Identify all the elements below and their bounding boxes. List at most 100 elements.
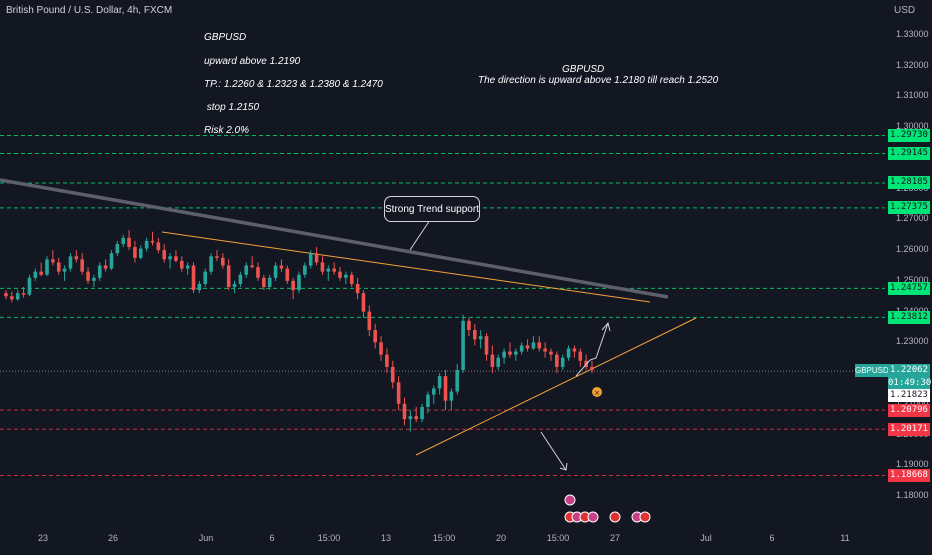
- candle-body: [115, 243, 120, 254]
- candle-body: [191, 265, 196, 291]
- note-line-2: upward above 1.2190: [204, 56, 301, 67]
- time-tick-label: 11: [840, 533, 850, 543]
- candle-body: [285, 268, 290, 281]
- candle-body: [431, 388, 436, 395]
- currency-label[interactable]: USD: [894, 5, 916, 16]
- level-price-tag: 1.24757: [888, 281, 930, 295]
- candle-body: [461, 320, 465, 370]
- candle-body: [537, 342, 542, 349]
- economic-event-flag-icon: [609, 511, 621, 523]
- candle-body: [455, 369, 460, 392]
- candle-body: [303, 265, 307, 275]
- candle-body: [443, 376, 448, 401]
- candle-body: [127, 237, 131, 248]
- alert-marker-glyph: ×: [594, 389, 600, 397]
- time-tick-label: 13: [380, 533, 392, 543]
- candle-body: [162, 250, 167, 260]
- candle-body: [514, 351, 518, 355]
- candle-body: [402, 403, 407, 420]
- candle-body: [273, 265, 278, 278]
- trendline-layer: [0, 178, 697, 456]
- candle-body: [74, 256, 79, 260]
- economic-event-flag-icon: [564, 494, 576, 506]
- economic-event-flag-icon: [639, 511, 651, 523]
- candle-body: [150, 240, 155, 243]
- candle-body: [197, 283, 202, 291]
- level-price-tag: 1.18668: [888, 468, 930, 482]
- candle-body: [379, 342, 383, 355]
- candle-body: [209, 256, 213, 272]
- strong-trend-callout[interactable]: Strong Trend support: [384, 196, 480, 222]
- candle-body: [308, 253, 313, 266]
- candle-body: [168, 256, 172, 260]
- candle-body: [133, 247, 137, 258]
- candle-body: [390, 366, 395, 383]
- economic-event-flag-icon: [587, 511, 599, 523]
- candle-body: [27, 277, 32, 295]
- candle-body: [250, 265, 254, 268]
- candle-body: [385, 354, 389, 367]
- candle-body: [15, 293, 20, 300]
- candle-body: [420, 406, 424, 420]
- candle-body: [215, 256, 219, 258]
- level-price-tag: 1.20796: [888, 403, 930, 417]
- candle-body: [156, 242, 161, 251]
- candle-body: [578, 351, 583, 361]
- candle-body: [238, 274, 243, 284]
- note-line-3: TP.: 1.2260 & 1.2323 & 1.2380 & 1.2470: [204, 79, 383, 90]
- time-tick-label: 15:00: [432, 533, 456, 543]
- candle-body: [326, 268, 331, 272]
- candle-body: [560, 357, 565, 367]
- candle-body: [508, 351, 512, 355]
- candle-body: [490, 354, 495, 367]
- candle-body: [373, 330, 377, 343]
- candle-body: [449, 391, 454, 401]
- level-price-tag: 1.29145: [888, 146, 930, 160]
- candle-body: [297, 274, 301, 291]
- up-projection-arrow: [575, 322, 609, 377]
- candle-body: [414, 416, 418, 420]
- candle-body: [590, 366, 594, 370]
- candle-body: [355, 283, 360, 294]
- candle-body: [349, 274, 354, 284]
- price-tick-label: 1.26000: [896, 244, 929, 255]
- candle-body: [262, 277, 266, 288]
- candle-body: [426, 394, 430, 407]
- down-arrow-head: [559, 462, 568, 471]
- symbol-title[interactable]: British Pound / U.S. Dollar, 4h, FXCM: [6, 5, 173, 16]
- candle-body: [496, 357, 501, 367]
- price-tick-label: 1.27000: [896, 213, 929, 224]
- candle-body: [572, 348, 577, 352]
- drawings-layer: ×: [409, 219, 651, 523]
- time-tick-label: 23: [37, 533, 49, 543]
- candle-body: [203, 271, 208, 284]
- candle-body: [56, 262, 61, 272]
- current-price-tag: 1.22062: [888, 364, 930, 377]
- time-tick-label: Jun: [198, 533, 214, 543]
- center-title: GBPUSD: [562, 64, 605, 75]
- candle-body: [221, 257, 225, 266]
- candle-body: [291, 280, 295, 291]
- price-tick-label: 1.24000: [896, 306, 929, 316]
- levels-layer: [0, 134, 885, 476]
- price-tick-label: 1.25000: [896, 274, 929, 285]
- candle-body: [10, 296, 14, 300]
- candle-body: [45, 259, 49, 275]
- candle-body: [121, 237, 125, 244]
- strong-trend-line: [0, 178, 669, 299]
- down-projection-arrow: [540, 431, 567, 471]
- candle-body: [97, 265, 102, 278]
- candle-body: [109, 253, 114, 269]
- candle-body: [174, 256, 178, 261]
- candle-body: [525, 345, 530, 349]
- candle-body: [566, 348, 571, 358]
- price-tick-label: 1.21000: [896, 398, 929, 408]
- candle-body: [549, 351, 553, 355]
- callout-pointer: [409, 219, 440, 251]
- candles-layer: [4, 230, 594, 432]
- price-tick-label: 1.32000: [896, 59, 929, 70]
- candle-body: [244, 265, 249, 275]
- candle-body: [519, 345, 524, 352]
